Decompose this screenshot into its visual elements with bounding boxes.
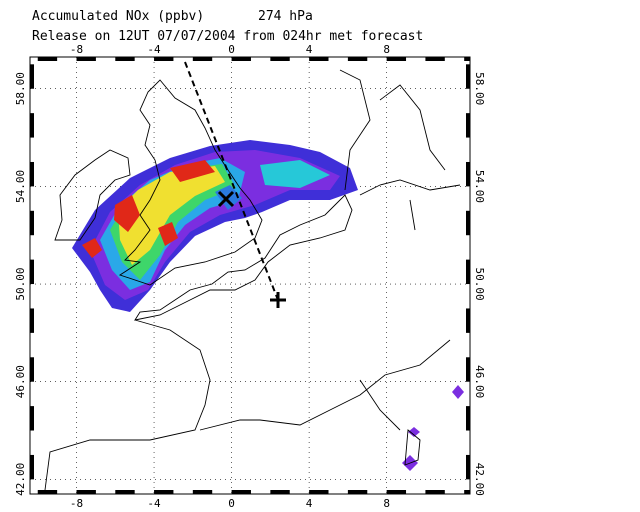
- plume: [72, 140, 464, 471]
- border-segment: [37, 490, 58, 494]
- border-segment: [37, 57, 58, 61]
- border-segment: [30, 64, 34, 89]
- plume-speck: [408, 427, 420, 437]
- border-segment: [270, 57, 290, 61]
- plume-red-4: [82, 238, 102, 258]
- frame: [29, 56, 471, 495]
- plume-yellow: [118, 166, 225, 265]
- y-tick-label: 42.00: [14, 463, 27, 496]
- border-segment: [466, 308, 470, 333]
- y-tick-label: 54.00: [473, 170, 486, 203]
- tick-labels: -8 -8 -4 -4 0 0 4 4 8 8 42.00 42.00 46.00 46.00 50.00 5…: [14, 43, 486, 510]
- border-segment: [30, 259, 34, 285]
- pressure-level: 274 hPa: [258, 9, 313, 24]
- border-segment: [466, 64, 470, 89]
- plume-speck: [452, 385, 464, 399]
- x-tick-label: 4: [306, 43, 313, 56]
- border-segment: [270, 490, 290, 494]
- plume-cyan-east: [260, 160, 330, 188]
- border-segment: [30, 357, 34, 382]
- y-tick-label: 42.00: [473, 463, 486, 496]
- release-marker: [270, 292, 286, 308]
- border-segment: [115, 490, 135, 494]
- y-tick-label: 58.00: [473, 72, 486, 105]
- plot-area: -8 -8 -4 -4 0 0 4 4 8 8 42.00 42.00 46.00 46.00 50.00 5…: [14, 43, 486, 510]
- border-segment: [231, 490, 251, 494]
- border-segment: [76, 57, 96, 61]
- border-segment: [464, 57, 470, 61]
- border-segment: [466, 161, 470, 187]
- x-tick-label: -4: [147, 497, 161, 510]
- border-segment: [464, 490, 470, 494]
- y-tick-label: 54.00: [14, 170, 27, 203]
- border-segment: [154, 57, 174, 61]
- coast-britain: [118, 79, 263, 286]
- border-segment: [30, 161, 34, 187]
- border-segment: [309, 57, 329, 61]
- coast-corsica: [404, 429, 421, 466]
- coast-continent-north: [134, 194, 353, 321]
- x-tick-label: 0: [228, 497, 235, 510]
- x-tick-label: 8: [383, 43, 390, 56]
- coast-continent-south: [44, 319, 451, 491]
- border-segment: [466, 113, 470, 138]
- track: [184, 61, 279, 301]
- x-tick-label: 4: [306, 497, 313, 510]
- border-segment: [425, 490, 445, 494]
- title: Accumulated NOx (ppbv): [32, 9, 204, 24]
- border-segment: [76, 490, 96, 494]
- plume-red-2: [170, 160, 215, 182]
- border-segment: [386, 57, 407, 61]
- border-segment: [192, 57, 213, 61]
- border-segment: [231, 57, 251, 61]
- coast-ireland: [54, 149, 131, 241]
- border-segment: [154, 490, 174, 494]
- y-tick-label: 50.00: [473, 267, 486, 300]
- border-segment: [30, 308, 34, 333]
- border-segment: [30, 113, 34, 138]
- border-segment: [192, 490, 213, 494]
- border-segment: [115, 57, 135, 61]
- border-segment: [466, 210, 470, 236]
- border-segment: [347, 57, 368, 61]
- coast-scandinavia: [339, 69, 461, 231]
- border-segment: [309, 490, 329, 494]
- border-segment: [425, 57, 445, 61]
- coastlines: [44, 69, 461, 491]
- border-segment: [466, 406, 470, 431]
- y-tick-label: 58.00: [14, 72, 27, 105]
- border-segment: [30, 406, 34, 431]
- y-tick-label: 50.00: [14, 267, 27, 300]
- plume-red-1: [114, 195, 140, 232]
- x-tick-label: -4: [147, 43, 161, 56]
- border-segment: [466, 454, 470, 480]
- source-marker: [217, 190, 235, 208]
- border-segment: [30, 454, 34, 480]
- x-tick-label: 8: [383, 497, 390, 510]
- x-tick-label: 0: [228, 43, 235, 56]
- y-tick-label: 46.00: [14, 365, 27, 398]
- plume-red-3: [158, 222, 178, 246]
- border-segment: [466, 259, 470, 285]
- border: [29, 56, 471, 495]
- subtitle: Release on 12UT 07/07/2004 from 024hr me…: [32, 29, 423, 44]
- border-segment: [347, 490, 368, 494]
- border-segment: [386, 490, 407, 494]
- border-segment: [466, 357, 470, 382]
- x-tick-label: -8: [70, 497, 83, 510]
- x-tick-label: -8: [70, 43, 83, 56]
- border-segment: [30, 210, 34, 236]
- y-tick-label: 46.00: [473, 365, 486, 398]
